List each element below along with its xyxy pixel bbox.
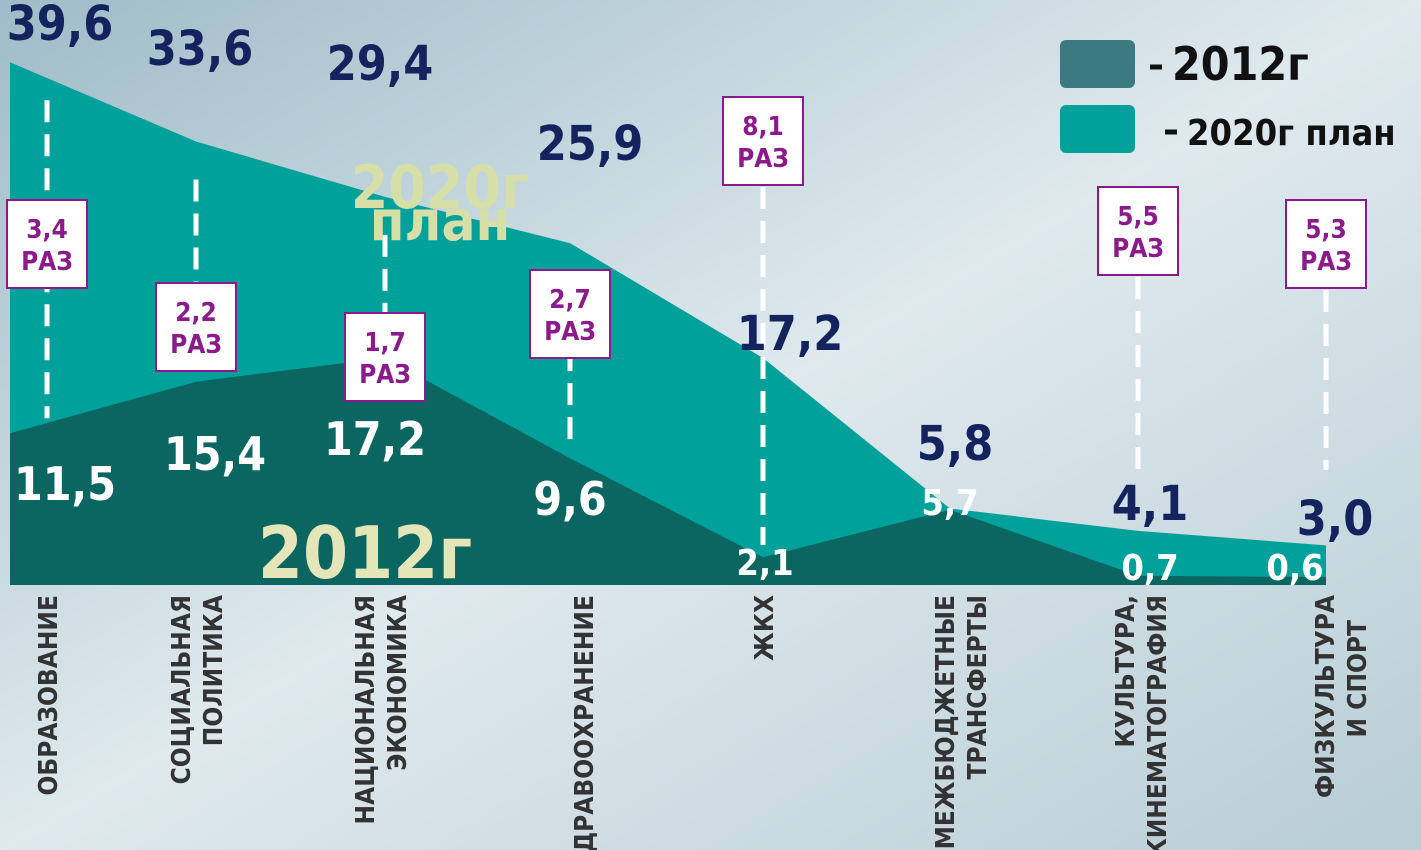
value-label: 33,6 [147, 21, 254, 77]
x-tick-label: ЭКОНОМИКА [383, 595, 413, 771]
ratio-box [1285, 199, 1367, 289]
x-tick-label: ТРАНСФЕРТЫ [963, 595, 993, 779]
x-tick-label: ЗДРАВООХРАНЕНИЕ [570, 595, 600, 850]
ratio-box [529, 269, 611, 359]
ratio-unit: РАЗ [170, 330, 222, 360]
ratio-unit: РАЗ [21, 247, 73, 277]
x-tick-label: ФИЗКУЛЬТУРА [1311, 595, 1341, 798]
ratio-label: 3,4 [26, 215, 67, 245]
value-label: 2,1 [736, 543, 793, 584]
value-label: 25,9 [537, 116, 644, 172]
legend-label: 2012г [1172, 37, 1309, 91]
x-tick-label: И СПОРТ [1343, 620, 1373, 737]
area-label: план [370, 189, 511, 254]
value-label: 4,1 [1112, 476, 1189, 532]
x-tick-label: КИНЕМАТОГРАФИЯ [1143, 595, 1173, 850]
x-tick-label: КУЛЬТУРА, [1111, 595, 1141, 748]
ratio-box [155, 282, 237, 372]
ratio-label: 5,3 [1305, 215, 1346, 245]
ratio-unit: РАЗ [737, 144, 789, 174]
value-label: 3,0 [1297, 491, 1374, 547]
x-tick-label: ЖКХ [750, 595, 780, 661]
ratio-box [344, 312, 426, 402]
ratio-box [722, 96, 804, 186]
value-label: 0,7 [1121, 548, 1178, 589]
value-label: 15,4 [164, 427, 266, 481]
x-tick-label: МЕЖБЮДЖЕТНЫЕ [931, 595, 961, 849]
value-label: 9,6 [533, 472, 606, 526]
legend-swatch [1060, 40, 1135, 88]
value-label: 0,6 [1266, 548, 1323, 589]
ratio-unit: РАЗ [1300, 247, 1352, 277]
ratio-unit: РАЗ [359, 360, 411, 390]
ratio-unit: РАЗ [544, 317, 596, 347]
legend-label: 2020г план [1187, 113, 1396, 154]
area-label: 2012г [258, 511, 472, 595]
ratio-label: 2,2 [175, 298, 216, 328]
ratio-label: 5,5 [1117, 202, 1158, 232]
area [10, 357, 1326, 585]
x-tick-label: ПОЛИТИКА [199, 595, 229, 746]
ratio-label: 2,7 [549, 285, 590, 315]
area-label: 2020г [351, 153, 529, 223]
x-tick-label: НАЦИОНАЛЬНАЯ [351, 595, 381, 824]
value-label: 5,7 [921, 483, 978, 524]
value-label: 39,6 [7, 0, 114, 52]
ratio-unit: РАЗ [1112, 234, 1164, 264]
ratio-label: 8,1 [742, 112, 783, 142]
value-label: 17,2 [324, 412, 426, 466]
value-label: 11,5 [14, 457, 116, 511]
x-tick-label: ОБРАЗОВАНИЕ [34, 595, 64, 796]
value-label: 17,2 [737, 306, 844, 362]
legend-swatch [1060, 105, 1135, 153]
value-label: 29,4 [327, 36, 434, 92]
ratio-label: 1,7 [364, 328, 405, 358]
ratio-box [1097, 186, 1179, 276]
x-tick-label: СОЦИАЛЬНАЯ [167, 595, 197, 784]
value-label: 5,8 [917, 416, 994, 472]
ratio-box [6, 199, 88, 289]
